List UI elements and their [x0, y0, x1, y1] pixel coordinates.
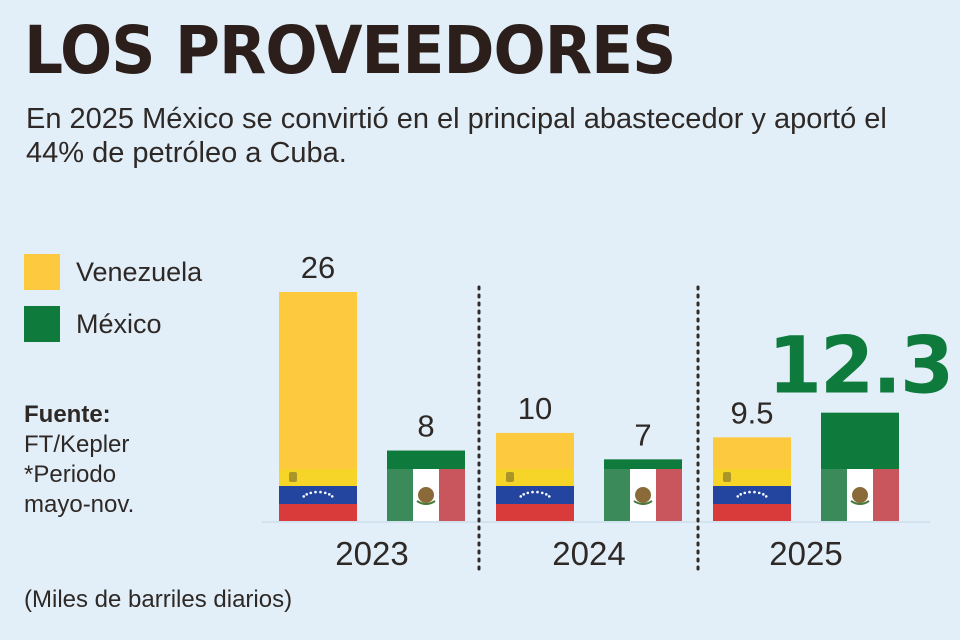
source-note: Fuente: FT/Kepler *Periodo mayo-nov.	[24, 400, 154, 520]
value-label-mexico-2024: 7	[634, 417, 651, 452]
flag-emblem-wreath	[633, 500, 653, 505]
flag-star	[739, 493, 742, 496]
flag-stripe-green	[604, 469, 630, 521]
flag-star	[526, 491, 530, 495]
flag-stripe-green	[821, 469, 847, 521]
flag-star	[545, 493, 548, 496]
flag-stripe-yellow	[496, 469, 574, 486]
flag-star	[330, 495, 334, 498]
flag-star	[319, 490, 322, 494]
flag-stripe-blue	[496, 486, 574, 504]
flag-stripe-green	[387, 469, 413, 521]
flag-star	[305, 493, 308, 496]
value-label-venezuela-2024: 10	[518, 391, 552, 426]
chart-subtitle: En 2025 México se convirtió en el princi…	[26, 103, 887, 169]
flag-star	[540, 491, 544, 495]
value-label-venezuela-2025: 9.5	[730, 395, 773, 430]
flag-stripe-yellow	[279, 469, 357, 486]
value-label-mexico-2023: 8	[417, 409, 434, 444]
flag-stripe-red	[713, 504, 791, 521]
flag-star	[736, 495, 740, 498]
source-heading: Fuente:	[24, 401, 111, 428]
category-label-2024: 2024	[552, 535, 625, 572]
flag-coat-of-arms	[289, 472, 297, 482]
legend-item-venezuela: Venezuela	[24, 252, 202, 292]
flag-star	[748, 490, 751, 494]
flag-star	[757, 491, 761, 495]
value-label-mexico-2025: 12.3	[768, 322, 952, 412]
flag-stripe-red	[496, 504, 574, 521]
chart-title: LOS PROVEEDORES	[24, 12, 676, 89]
legend-swatch-venezuela	[24, 254, 60, 290]
flag-star	[309, 491, 313, 495]
flag-emblem	[635, 487, 651, 503]
bar-group-2024: 10 7	[496, 391, 682, 521]
flag-stripe-blue	[279, 486, 357, 504]
flag-emblem	[418, 487, 434, 503]
flag-coat-of-arms	[506, 472, 514, 482]
source-name: FT/Kepler	[24, 431, 130, 458]
flag-emblem-wreath	[850, 500, 870, 505]
category-label-2025: 2025	[769, 535, 842, 572]
flag-star	[302, 495, 306, 498]
flag-star	[314, 490, 317, 494]
bar-group-2025: 9.512.3	[713, 322, 954, 521]
flag-star	[519, 495, 523, 498]
flag-star	[323, 491, 327, 495]
flag-coat-of-arms	[723, 472, 731, 482]
flag-star	[547, 495, 551, 498]
flag-star	[328, 493, 331, 496]
legend-swatch-mexico	[24, 306, 60, 342]
flag-star	[764, 495, 768, 498]
flag-stripe-red	[656, 469, 682, 521]
value-label-venezuela-2023: 26	[301, 250, 335, 285]
category-label-2023: 2023	[335, 535, 408, 572]
flag-star	[743, 491, 747, 495]
bar-group-2023: 26 8	[279, 250, 465, 521]
legend-item-mexico: México	[24, 304, 202, 344]
flag-stripe-blue	[713, 486, 791, 504]
flag-stripe-red	[279, 504, 357, 521]
flag-stripe-red	[873, 469, 899, 521]
legend-label-mexico: México	[76, 308, 162, 339]
flag-emblem-wreath	[416, 500, 436, 505]
flag-emblem	[852, 487, 868, 503]
flag-stripe-red	[439, 469, 465, 521]
legend-label-venezuela: Venezuela	[76, 256, 203, 287]
flag-star	[522, 493, 525, 496]
flag-star	[536, 490, 539, 494]
flag-stripe-yellow	[713, 469, 791, 486]
units-note: (Miles de barriles diarios)	[24, 586, 293, 613]
period-note: *Periodo mayo-nov.	[24, 461, 135, 518]
flag-star	[531, 490, 534, 494]
legend: Venezuela México	[24, 252, 202, 356]
flag-star	[762, 493, 765, 496]
flag-star	[753, 490, 756, 494]
